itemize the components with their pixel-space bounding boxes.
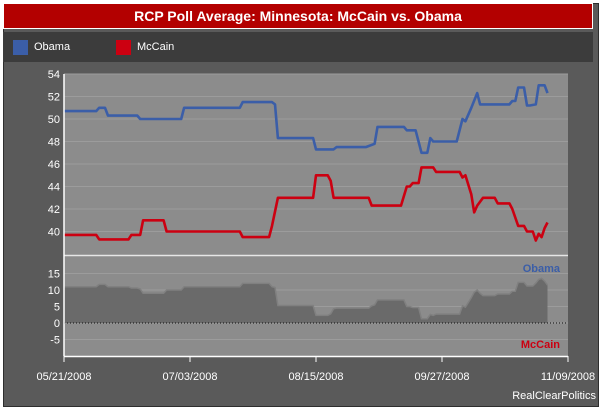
spread-line [64, 277, 549, 320]
y-tick-label-spread: 5 [54, 302, 60, 314]
spread-label-obama: Obama [523, 263, 561, 275]
legend-swatch-obama [13, 39, 28, 55]
y-tick-label-main: 42 [48, 204, 60, 216]
legend-label-mccain: McCain [137, 41, 175, 53]
credit-label: RealClearPolitics [512, 390, 596, 402]
chart-title: RCP Poll Average: Minnesota: McCain vs. … [3, 3, 593, 29]
y-tick-label-main: 46 [48, 159, 60, 171]
y-tick-label-main: 50 [48, 114, 60, 126]
series-line-obama [64, 84, 549, 155]
x-tick-label: 11/09/2008 [541, 371, 595, 383]
legend-swatch-mccain [116, 39, 131, 55]
series-line-mccain [64, 166, 549, 242]
y-tick-label-main: 52 [48, 92, 60, 104]
x-tick-label: 07/03/2008 [162, 371, 217, 383]
x-tick-label: 05/21/2008 [36, 371, 91, 383]
legend: Obama McCain [3, 32, 593, 62]
spread-label-mccain: McCain [521, 339, 560, 351]
y-tick-label-spread: 0 [54, 318, 60, 330]
y-tick-label-main: 40 [48, 227, 60, 239]
legend-label-obama: Obama [34, 41, 71, 53]
x-tick-label: 09/27/2008 [414, 371, 469, 383]
y-tick-label-spread: -5 [50, 335, 60, 347]
y-tick-label-spread: 15 [48, 269, 60, 281]
spread-area [64, 278, 548, 323]
legend-item-mccain[interactable]: McCain [116, 39, 174, 55]
y-tick-label-spread: 10 [48, 285, 60, 297]
y-tick-label-main: 54 [48, 69, 60, 81]
x-tick-label: 08/15/2008 [288, 371, 343, 383]
y-tick-label-main: 44 [48, 182, 60, 194]
y-tick-label-main: 48 [48, 137, 60, 149]
legend-item-obama[interactable]: Obama [13, 39, 70, 55]
